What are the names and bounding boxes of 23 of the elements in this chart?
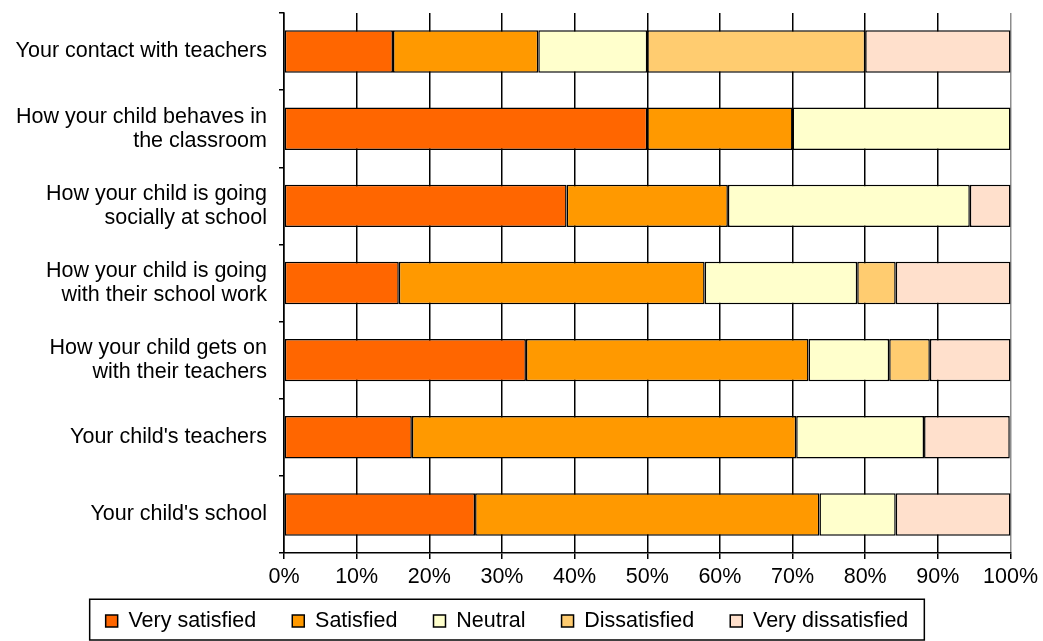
- legend-label: Dissatisfied: [584, 607, 695, 632]
- x-tick-label: 60%: [698, 563, 742, 588]
- x-tick-label: 0%: [268, 563, 300, 588]
- x-tick-label: 100%: [983, 563, 1039, 588]
- x-tick-label: 50%: [625, 563, 669, 588]
- y-tick-label: How your child gets on with their teachers: [49, 335, 267, 384]
- x-tick-label: 20%: [407, 563, 451, 588]
- x-tick-label: 30%: [480, 563, 524, 588]
- legend-label: Very satisfied: [128, 607, 257, 632]
- y-tick-label: How your child is going socially at school: [45, 180, 267, 229]
- y-tick-label: How your child is going with their school work: [45, 257, 268, 306]
- legend-label: Very dissatisfied: [752, 607, 909, 632]
- x-tick-label: 90%: [916, 563, 960, 588]
- legend-label: Neutral: [456, 607, 526, 632]
- y-tick-label: Your child's school: [90, 501, 267, 526]
- legend-label: Satisfied: [315, 607, 398, 632]
- y-tick-label: Your child's teachers: [70, 424, 267, 449]
- x-tick-label: 80%: [843, 563, 887, 588]
- x-tick-label: 70%: [771, 563, 815, 588]
- y-tick-label: How your child behaves in the classroom: [16, 103, 267, 152]
- x-tick-label: 40%: [553, 563, 597, 588]
- x-tick-label: 10%: [335, 563, 379, 588]
- y-tick-label: Your contact with teachers: [15, 38, 267, 63]
